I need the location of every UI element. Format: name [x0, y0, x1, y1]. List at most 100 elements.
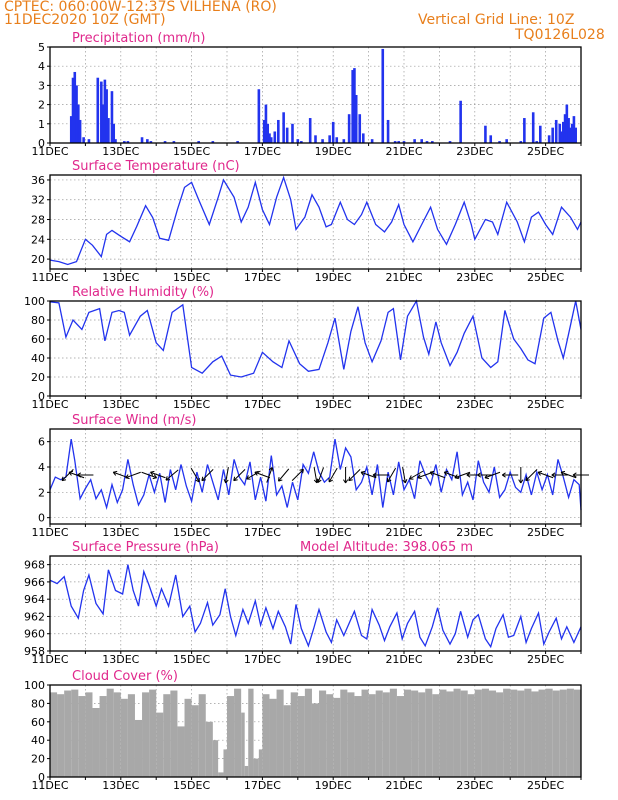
precip-bar — [266, 123, 270, 143]
precip-bar — [574, 127, 577, 143]
panel-frame — [49, 174, 582, 270]
x-tick-label: 23DEC — [456, 779, 493, 792]
panel-title: Surface Pressure (hPa) — [72, 540, 219, 555]
wind-arrow-head — [501, 472, 506, 476]
precip-bar — [554, 119, 558, 143]
wind-arrow-head — [443, 471, 448, 476]
precip-bar — [257, 89, 261, 143]
x-tick-label: 19DEC — [315, 653, 352, 666]
y-tick-label: 4 — [38, 60, 45, 73]
wind-arrow-head — [360, 470, 366, 473]
y-tick-label: 20 — [31, 753, 45, 766]
wind-arrow-head — [299, 468, 304, 471]
wind-arrow-head — [343, 479, 347, 484]
y-tick-label: 4 — [38, 461, 45, 474]
precip-bar — [140, 137, 144, 143]
precip-bar — [71, 77, 75, 143]
wind-arrow-head — [525, 476, 528, 481]
precip-bar — [498, 141, 501, 143]
cloud-bar — [163, 694, 171, 777]
y-tick-label: 24 — [31, 233, 45, 246]
precip-bar — [269, 137, 273, 143]
wind-arrow — [225, 467, 229, 483]
precip-bar — [110, 91, 114, 143]
x-tick-label: 13DEC — [102, 398, 139, 411]
y-tick-label: 2 — [38, 99, 45, 112]
cloud-bar — [71, 689, 79, 777]
wind-arrow-head — [68, 470, 74, 473]
wind-arrow-head — [537, 470, 543, 473]
station-title: CPTEC: 060:00W-12:37S VILHENA (RO) — [4, 0, 277, 15]
precip-bar — [103, 79, 107, 143]
wind-arrow-head — [454, 474, 458, 479]
panel-frame — [49, 684, 582, 778]
precip-bar — [386, 119, 390, 143]
cloud-bar — [517, 690, 525, 777]
cloud-bar — [425, 688, 433, 777]
precip-bar — [413, 139, 416, 143]
precip-bar — [73, 71, 77, 143]
y-tick-label: 100 — [24, 295, 45, 308]
cloud-bar — [227, 696, 235, 777]
y-tick-label: 958 — [24, 645, 45, 658]
precip-bar — [268, 133, 271, 143]
cloud-bar — [177, 726, 185, 777]
model-code: TQ0126L028 — [515, 27, 605, 43]
x-tick-label: 19DEC — [315, 398, 352, 411]
x-tick-label: 11DEC — [31, 779, 68, 792]
cloud-bar — [149, 689, 157, 777]
wind-arrow — [165, 469, 179, 481]
cloud-bar — [156, 712, 164, 777]
precip-bar — [114, 139, 117, 143]
precip-bar — [547, 135, 551, 143]
wind-arrow — [141, 471, 157, 479]
x-tick-label: 13DEC — [102, 271, 139, 284]
cloud-bar — [453, 688, 461, 777]
cloud-bar — [382, 692, 390, 777]
wind-arrow-head — [254, 471, 258, 476]
cloud-bar — [297, 696, 305, 777]
wind-arrow-head — [348, 476, 351, 481]
y-tick-label: 20 — [31, 253, 45, 266]
wind-arrow-head — [518, 479, 522, 484]
x-tick-label: 23DEC — [456, 271, 493, 284]
series-line-3 — [49, 438, 582, 511]
cloud-bar — [347, 692, 355, 777]
x-tick-label: 11DEC — [31, 526, 68, 539]
wind-arrow-head — [360, 471, 364, 476]
cloud-bar — [223, 749, 227, 777]
x-tick-label: 13DEC — [102, 653, 139, 666]
cloud-bar — [396, 696, 404, 777]
panel-frame — [49, 555, 582, 652]
wind-arrow-head — [348, 479, 353, 482]
cloud-bar — [120, 698, 128, 777]
cloud-bar — [212, 740, 219, 777]
cloud-bar — [218, 772, 224, 777]
wind-arrow — [429, 471, 446, 479]
wind-arrow-head — [560, 471, 564, 476]
x-tick-label: 15DEC — [173, 145, 210, 158]
panel-title: Relative Humidity (%) — [72, 285, 214, 300]
cloud-bar — [474, 689, 482, 777]
wind-arrow — [313, 467, 318, 483]
cloud-bar — [510, 689, 518, 777]
wind-arrow-head — [551, 474, 556, 478]
wind-arrow-head — [484, 477, 489, 480]
wind-arrow — [68, 471, 85, 479]
wind-arrow-head — [417, 474, 421, 479]
precip-bar — [197, 141, 200, 143]
cloud-bar — [244, 765, 249, 777]
precip-bar — [146, 139, 149, 143]
x-tick-label: 11DEC — [31, 653, 68, 666]
y-tick-label: 80 — [31, 697, 45, 710]
precip-bar — [211, 141, 215, 143]
cloud-bar — [184, 698, 192, 777]
cloud-bar — [304, 688, 312, 777]
y-tick-label: 0 — [38, 771, 45, 784]
wind-arrow-head — [409, 475, 412, 480]
precip-bar — [381, 48, 385, 143]
cloud-bar — [503, 688, 511, 777]
cloud-bar — [361, 689, 369, 777]
precip-bar — [397, 141, 400, 143]
wind-arrow-head — [125, 477, 130, 480]
